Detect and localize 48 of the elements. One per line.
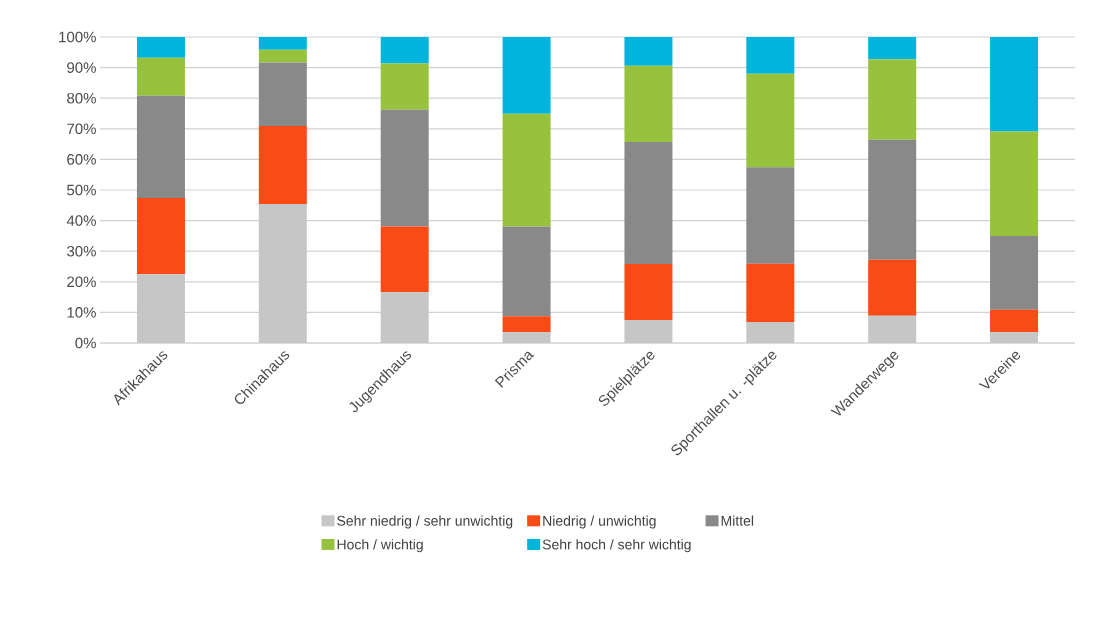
y-tick-label: 30% bbox=[67, 245, 96, 257]
bar bbox=[746, 36, 795, 74]
legend-label: Niedrig / unwichtig bbox=[543, 515, 656, 529]
y-tick-label: 100% bbox=[59, 31, 96, 43]
bar bbox=[746, 167, 795, 264]
legend-label: Mittel bbox=[721, 515, 754, 526]
bar bbox=[868, 36, 917, 60]
bar bbox=[868, 259, 917, 316]
y-tick-label: 40% bbox=[66, 215, 96, 226]
bar bbox=[746, 73, 795, 168]
bar bbox=[624, 264, 673, 321]
bar bbox=[624, 65, 673, 142]
bar bbox=[258, 49, 307, 63]
bar bbox=[502, 226, 551, 317]
bar bbox=[868, 59, 917, 140]
y-tick-label: 60% bbox=[67, 154, 96, 165]
bar bbox=[136, 36, 185, 58]
bar bbox=[746, 263, 795, 322]
y-tick-label: 50% bbox=[67, 184, 96, 196]
bar bbox=[990, 309, 1039, 333]
y-tick-label: 10% bbox=[67, 307, 96, 318]
y-tick-label: 20% bbox=[67, 276, 96, 288]
bar bbox=[502, 36, 551, 114]
bar bbox=[990, 235, 1039, 310]
legend-label: Sehr niedrig / sehr unwichtig bbox=[337, 515, 513, 529]
bar bbox=[624, 36, 673, 66]
bar bbox=[258, 36, 307, 50]
bar bbox=[380, 36, 429, 64]
y-tick-label: 0% bbox=[75, 337, 96, 349]
bar bbox=[136, 197, 185, 275]
bar bbox=[990, 36, 1039, 132]
bar bbox=[136, 95, 185, 198]
bar bbox=[502, 113, 551, 227]
bar bbox=[258, 62, 307, 127]
bar bbox=[868, 139, 917, 260]
y-tick-label: 80% bbox=[67, 92, 96, 104]
bar bbox=[624, 141, 673, 265]
bar bbox=[990, 131, 1039, 236]
y-tick-label: 90% bbox=[67, 62, 96, 73]
bar bbox=[380, 109, 429, 227]
bar bbox=[136, 57, 185, 96]
bar bbox=[502, 316, 551, 333]
legend-label: Sehr hoch / sehr wichtig bbox=[542, 539, 691, 553]
bar bbox=[380, 226, 429, 293]
bar bbox=[380, 63, 429, 110]
legend-label: Hoch / wichtig bbox=[337, 539, 423, 553]
y-tick-label: 70% bbox=[67, 123, 96, 135]
bar bbox=[258, 126, 307, 205]
